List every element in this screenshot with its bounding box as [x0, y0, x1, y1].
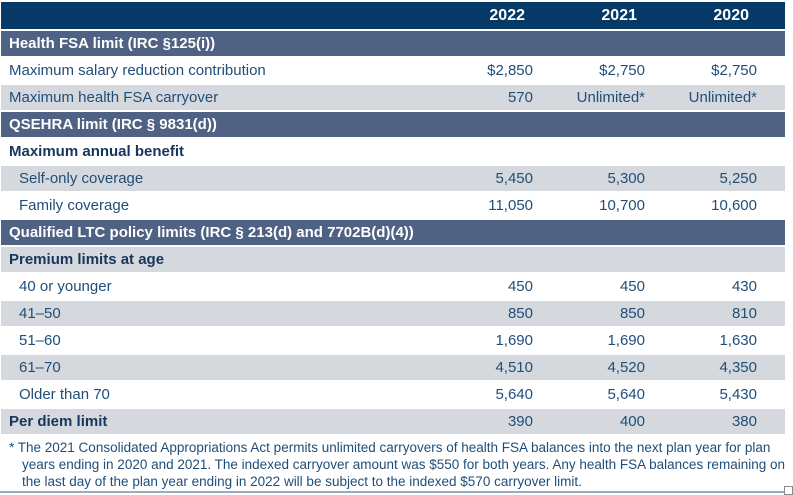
cell-value: 1,690: [495, 332, 533, 349]
cell-value: 5,640: [495, 386, 533, 403]
table-row: 40 or younger 450 450 430: [1, 274, 785, 299]
cell-value: $2,850: [487, 62, 533, 79]
cell-value: 5,430: [719, 386, 757, 403]
table-row: 61–70 4,510 4,520 4,350: [1, 355, 785, 380]
cell-value: 5,250: [673, 166, 785, 191]
cell-value: 570: [449, 85, 561, 110]
table-row: Older than 70 5,640 5,640 5,430: [1, 382, 785, 407]
row-label: Maximum health FSA carryover: [1, 85, 449, 110]
cell-value: $2,750: [599, 62, 645, 79]
row-label: Maximum salary reduction contribution: [9, 62, 266, 79]
table-row: Maximum health FSA carryover 570 Unlimit…: [1, 85, 785, 110]
year-header-row: 2022 2021 2020: [1, 2, 785, 29]
benefits-table: 2022 2021 2020 Health FSA limit (IRC §12…: [1, 0, 785, 436]
row-label: Self-only coverage: [1, 166, 449, 191]
cell-value: 11,050: [488, 197, 533, 214]
section-title: QSEHRA limit (IRC § 9831(d)): [1, 112, 785, 137]
section-row-health-fsa: Health FSA limit (IRC §125(i)): [1, 31, 785, 56]
subheader-label: Premium limits at age: [1, 247, 785, 272]
cell-value: $2,750: [711, 62, 757, 79]
year-column-2020: 2020: [673, 2, 785, 29]
row-label: 41–50: [1, 301, 449, 326]
cell-value: 380: [673, 409, 785, 434]
cell-value: 450: [507, 278, 533, 295]
table-row: Maximum salary reduction contribution $2…: [1, 58, 785, 83]
cell-value: 4,520: [561, 355, 673, 380]
cell-value: Unlimited*: [561, 85, 673, 110]
table-row: 41–50 850 850 810: [1, 301, 785, 326]
year-column-2022: 2022: [449, 2, 561, 29]
cell-value: 400: [561, 409, 673, 434]
year-header-empty-cell: [1, 2, 449, 29]
cell-value: 5,300: [561, 166, 673, 191]
subheader-row: Premium limits at age: [1, 247, 785, 272]
bottom-divider: [0, 491, 791, 493]
cell-value: 10,700: [599, 197, 645, 214]
row-label: Family coverage: [19, 197, 130, 214]
cell-value: 850: [449, 301, 561, 326]
cell-value: 1,690: [607, 332, 645, 349]
table-resize-handle-icon: [784, 486, 793, 495]
cell-value: 4,510: [449, 355, 561, 380]
section-title: Qualified LTC policy limits (IRC § 213(d…: [1, 220, 785, 245]
table-row: Family coverage 11,050 10,700 10,600: [1, 193, 785, 218]
cell-value: 810: [673, 301, 785, 326]
cell-value: 390: [449, 409, 561, 434]
cell-value: 1,630: [719, 332, 757, 349]
row-label: Older than 70: [19, 386, 110, 403]
section-row-qsehra: QSEHRA limit (IRC § 9831(d)): [1, 112, 785, 137]
cell-value: 850: [561, 301, 673, 326]
section-row-ltc: Qualified LTC policy limits (IRC § 213(d…: [1, 220, 785, 245]
footnote-text: * The 2021 Consolidated Appropriations A…: [9, 440, 785, 489]
cell-value: 5,640: [607, 386, 645, 403]
cell-value: 430: [731, 278, 757, 295]
subheader-label: Maximum annual benefit: [9, 143, 185, 160]
table-row: Self-only coverage 5,450 5,300 5,250: [1, 166, 785, 191]
table-row-per-diem: Per diem limit 390 400 380: [1, 409, 785, 434]
cell-value: Unlimited*: [673, 85, 785, 110]
row-label: 40 or younger: [19, 278, 112, 295]
cell-value: 5,450: [449, 166, 561, 191]
cell-value: 450: [619, 278, 645, 295]
cell-value: 10,600: [711, 197, 757, 214]
table-row: 51–60 1,690 1,690 1,630: [1, 328, 785, 353]
subheader-row: Maximum annual benefit: [1, 139, 785, 164]
year-column-2021: 2021: [561, 2, 673, 29]
row-label: 51–60: [19, 332, 61, 349]
row-label: Per diem limit: [1, 409, 449, 434]
cell-value: 4,350: [673, 355, 785, 380]
row-label: 61–70: [1, 355, 449, 380]
section-title: Health FSA limit (IRC §125(i)): [1, 31, 785, 56]
